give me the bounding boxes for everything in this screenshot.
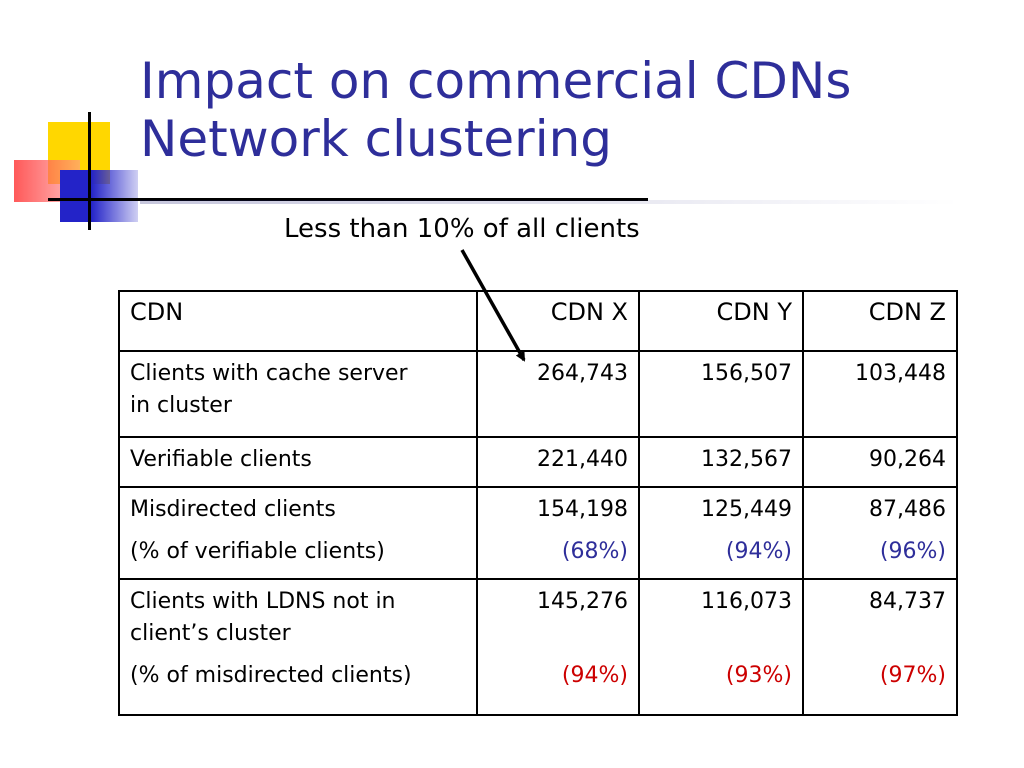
header-cdn-x: CDN X xyxy=(476,290,640,352)
cell-value: 154,198 (68%) xyxy=(476,486,640,580)
label-line: client’s cluster xyxy=(130,621,291,646)
percent: (94%) xyxy=(725,539,792,564)
label-line: (% of misdirected clients) xyxy=(130,663,412,688)
label-line: Clients with cache server xyxy=(130,361,408,386)
cell-value: 87,486 (96%) xyxy=(802,486,958,580)
table-header-row: CDN CDN X CDN Y CDN Z xyxy=(118,290,958,352)
cell-value: 132,567 xyxy=(638,436,804,488)
label-line: Clients with LDNS not in xyxy=(130,589,396,614)
value: 264,743 xyxy=(537,361,628,386)
cdn-table: CDN CDN X CDN Y CDN Z Clients with cache… xyxy=(118,290,958,716)
title-underline-fade xyxy=(140,200,960,204)
table-row: Clients with cache server in cluster 264… xyxy=(118,350,958,438)
label-line: in cluster xyxy=(130,393,232,418)
table-row: Verifiable clients 221,440 132,567 90,26… xyxy=(118,436,958,488)
value: 90,264 xyxy=(869,447,946,472)
logo-blue-bar xyxy=(60,170,138,222)
cell-value: 125,449 (94%) xyxy=(638,486,804,580)
row-label: Verifiable clients xyxy=(118,436,478,488)
title-line-2: Network clustering xyxy=(140,110,613,168)
value: 145,276 xyxy=(537,589,628,614)
table-row: Clients with LDNS not in client’s cluste… xyxy=(118,578,958,716)
percent: (93%) xyxy=(725,663,792,688)
cell-value: 156,507 xyxy=(638,350,804,438)
row-label: Misdirected clients (% of verifiable cli… xyxy=(118,486,478,580)
label-line: (% of verifiable clients) xyxy=(130,539,385,564)
percent: (68%) xyxy=(561,539,628,564)
value: 103,448 xyxy=(855,361,946,386)
annotation-text: Less than 10% of all clients xyxy=(284,214,640,244)
cell-value: 264,743 xyxy=(476,350,640,438)
value: 87,486 xyxy=(869,497,946,522)
row-label: Clients with cache server in cluster xyxy=(118,350,478,438)
cell-value: 103,448 xyxy=(802,350,958,438)
value: 154,198 xyxy=(537,497,628,522)
label-line: Verifiable clients xyxy=(130,447,312,472)
value: 132,567 xyxy=(701,447,792,472)
slide-title: Impact on commercial CDNs Network cluste… xyxy=(140,52,1000,168)
row-label: Clients with LDNS not in client’s cluste… xyxy=(118,578,478,716)
label-line: Misdirected clients xyxy=(130,497,336,522)
title-underline xyxy=(48,198,648,201)
value: 156,507 xyxy=(701,361,792,386)
value: 125,449 xyxy=(701,497,792,522)
title-line-1: Impact on commercial CDNs xyxy=(140,52,852,110)
cell-value: 84,737 (97%) xyxy=(802,578,958,716)
value: 116,073 xyxy=(701,589,792,614)
percent: (97%) xyxy=(879,663,946,688)
cell-value: 116,073 (93%) xyxy=(638,578,804,716)
percent: (96%) xyxy=(879,539,946,564)
percent: (94%) xyxy=(561,663,628,688)
value: 84,737 xyxy=(869,589,946,614)
logo-vertical-line xyxy=(88,112,91,230)
cell-value: 90,264 xyxy=(802,436,958,488)
header-cdn-y: CDN Y xyxy=(638,290,804,352)
cell-value: 221,440 xyxy=(476,436,640,488)
value: 221,440 xyxy=(537,447,628,472)
header-cdn-z: CDN Z xyxy=(802,290,958,352)
cell-value: 145,276 (94%) xyxy=(476,578,640,716)
header-cdn: CDN xyxy=(118,290,478,352)
table-row: Misdirected clients (% of verifiable cli… xyxy=(118,486,958,580)
